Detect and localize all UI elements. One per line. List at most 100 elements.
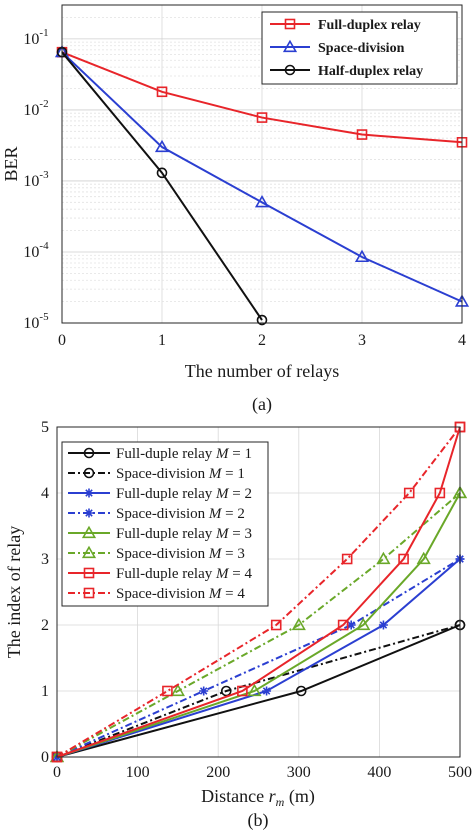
chart-b-legend-box (61, 441, 269, 607)
chart-b-series-line-2 (56, 558, 461, 758)
chart-b-xtick-label: 400 (367, 764, 391, 781)
chart-b-legend-label-6: Full-duple relay M = 4 (116, 566, 252, 582)
chart-b-series-line-7 (56, 426, 461, 758)
chart-b-point-6-4 (434, 487, 446, 499)
chart-b-legend-marker-4 (81, 525, 97, 539)
chart-a-xtick-label: 3 (358, 332, 366, 349)
chart-b-series-line-0 (56, 624, 461, 758)
chart-b-ytick-label: 1 (41, 683, 49, 700)
chart-b-ytick-label: 4 (41, 485, 49, 502)
chart-a-ylabel: BER (1, 146, 21, 181)
chart-b-legend-marker-1 (83, 467, 95, 479)
chart-b-series-line-1 (56, 624, 461, 758)
chart-b-series-line-3 (56, 558, 461, 758)
chart-b-series-line-4 (56, 492, 461, 758)
chart-b-point-0-1 (295, 685, 307, 697)
chart-a-series-line-0 (61, 51, 463, 144)
chart-a-ticks: 0 1 2 3 4 10-5 10-4 10-3 10-2 10-1 (23, 27, 466, 349)
chart-a-point-0-2 (256, 112, 268, 123)
chart-a-ytick-label: 10-1 (23, 27, 48, 48)
chart-b-point-2-2 (378, 620, 388, 630)
chart-a-legend-label-0: Full-duplex relay (318, 18, 421, 33)
chart-b-point-1-1 (220, 685, 232, 697)
chart-a-ytick-label: 10-2 (23, 98, 48, 119)
chart-a-series-line-2 (61, 51, 263, 321)
chart-b-legend-labels: Full-duple relay M = 1 Space-division M =… (116, 446, 252, 602)
chart-a-point-0-3 (356, 129, 368, 140)
chart-a-ytick-label: 10-4 (23, 240, 49, 261)
chart-b-legend-marks (68, 447, 110, 599)
chart-a-point-2-2 (256, 314, 268, 326)
chart-b-xtick-label: 200 (206, 764, 230, 781)
chart-b-point-5-1 (170, 683, 185, 697)
chart-b-lines (49, 421, 468, 763)
chart-b-legend-marker-3 (84, 508, 94, 518)
chart-a-legend: Full-duplex relay Space-division Half-du… (261, 11, 458, 85)
chart-a-ytick-label: 10-5 (23, 311, 49, 332)
chart-b-xtick-label: 0 (53, 764, 61, 781)
chart-a-xlabel: The number of relays (185, 361, 339, 381)
chart-a-point-1-2 (254, 195, 270, 208)
chart-b-point-6-2 (337, 619, 349, 631)
chart-a-point-1-1 (154, 139, 170, 153)
chart-a-xtick-label: 4 (458, 332, 466, 349)
chart-a-point-1-3 (354, 249, 370, 263)
chart-b-point-7-1 (162, 685, 173, 697)
chart-b-caption: (b) (248, 810, 269, 831)
chart-b-point-7-4 (403, 487, 415, 499)
chart-b-legend-marker-0 (83, 447, 95, 459)
chart-b-point-4-1 (247, 683, 262, 697)
chart-b-point-4-3 (416, 551, 431, 565)
chart-b-legend-label-3: Space-division M = 2 (116, 506, 245, 522)
chart-a-xtick-label: 1 (158, 332, 166, 349)
chart-b-legend-marker-7 (83, 587, 95, 599)
chart-a-legend-label-2: Half-duplex relay (318, 64, 423, 79)
chart-a-point-0-1 (156, 86, 168, 98)
chart-b-xlabel: Distance rm (m) (201, 786, 315, 809)
chart-a-legend-marker-0 (284, 18, 296, 30)
chart-a-ytick-label: 10-3 (23, 169, 49, 190)
chart-b-legend-marker-2 (84, 488, 94, 498)
chart-a: 0 1 2 3 4 10-5 10-4 10-3 10-2 10-1 The number of … (1, 4, 470, 415)
chart-b-ytick-label: 2 (41, 617, 49, 634)
chart-b-legend-label-2: Full-duple relay M = 2 (116, 486, 252, 502)
chart-b-point-4-2 (356, 617, 371, 631)
chart-b-xtick-label: 300 (287, 764, 311, 781)
chart-b-series-line-6 (56, 426, 461, 758)
chart-b-point-3-2 (346, 620, 356, 630)
chart-a-caption: (a) (252, 394, 272, 415)
chart-b-xtick-label: 100 (126, 764, 150, 781)
chart-b-axes-box (56, 426, 461, 758)
chart-b-point-6-1 (237, 685, 248, 697)
chart-b-ylabel: The index of relay (4, 526, 24, 658)
chart-b-point-7-3 (341, 553, 353, 565)
chart-b-point-5-2 (291, 617, 306, 631)
chart-b-ticks: 0 100 200 300 400 500 0 1 2 3 4 5 (41, 419, 472, 781)
chart-b: 0 100 200 300 400 500 0 1 2 3 4 5 Distance rm (m) T… (4, 419, 472, 831)
chart-b-legend-marker-5 (81, 545, 97, 559)
chart-a-legend-marks (270, 18, 310, 76)
chart-b-legend-label-1: Space-division M = 1 (116, 466, 245, 482)
chart-b-ytick-label: 5 (41, 419, 49, 436)
chart-b-point-7-2 (270, 619, 282, 631)
chart-b-point-6-3 (398, 553, 409, 565)
chart-b-point-2-1 (262, 686, 272, 696)
chart-a-series-line-1 (61, 51, 463, 303)
chart-a-lines (54, 44, 470, 326)
chart-b-xtick-label: 500 (448, 764, 472, 781)
chart-b-legend-label-4: Full-duple relay M = 3 (116, 526, 252, 542)
chart-a-xtick-label: 2 (258, 332, 266, 349)
chart-a-legend-marker-2 (284, 64, 296, 76)
chart-b-legend-label-0: Full-duple relay M = 1 (116, 446, 252, 462)
chart-b-legend-label-5: Space-division M = 3 (116, 546, 245, 562)
chart-b-series-line-5 (56, 492, 461, 758)
chart-b-legend-label-7: Space-division M = 4 (116, 586, 245, 602)
chart-a-legend-label-1: Space-division (318, 41, 405, 56)
chart-b-point-3-1 (199, 686, 209, 696)
chart-b-point-5-3 (376, 551, 391, 565)
chart-a-legend-marker-1 (282, 39, 298, 53)
chart-a-axes-box (61, 4, 463, 324)
chart-a-xtick-label: 0 (58, 332, 66, 349)
chart-b-ytick-label: 3 (41, 551, 49, 568)
